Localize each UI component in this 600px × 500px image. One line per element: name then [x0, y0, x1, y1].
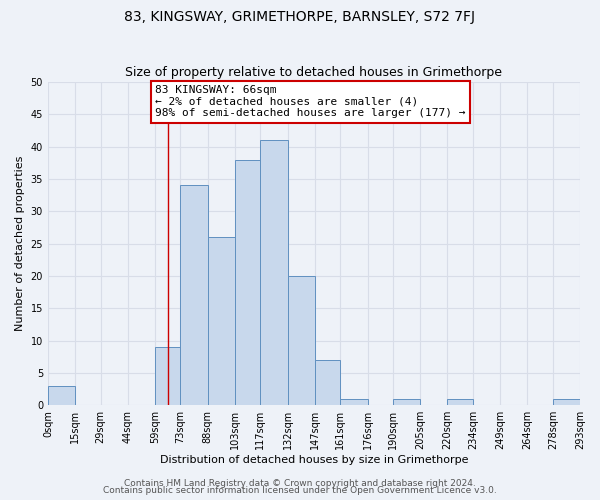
- Bar: [235, 160, 260, 405]
- Bar: [315, 360, 340, 405]
- Bar: [48, 386, 75, 405]
- Bar: [553, 398, 580, 405]
- Text: Contains public sector information licensed under the Open Government Licence v3: Contains public sector information licen…: [103, 486, 497, 495]
- Bar: [448, 398, 473, 405]
- Bar: [393, 398, 420, 405]
- Y-axis label: Number of detached properties: Number of detached properties: [15, 156, 25, 332]
- X-axis label: Distribution of detached houses by size in Grimethorpe: Distribution of detached houses by size …: [160, 455, 468, 465]
- Bar: [155, 347, 181, 405]
- Text: Contains HM Land Registry data © Crown copyright and database right 2024.: Contains HM Land Registry data © Crown c…: [124, 478, 476, 488]
- Bar: [287, 276, 315, 405]
- Title: Size of property relative to detached houses in Grimethorpe: Size of property relative to detached ho…: [125, 66, 502, 80]
- Bar: [208, 237, 235, 405]
- Bar: [340, 398, 368, 405]
- Bar: [181, 186, 208, 405]
- Text: 83 KINGSWAY: 66sqm
← 2% of detached houses are smaller (4)
98% of semi-detached : 83 KINGSWAY: 66sqm ← 2% of detached hous…: [155, 86, 466, 118]
- Bar: [260, 140, 287, 405]
- Text: 83, KINGSWAY, GRIMETHORPE, BARNSLEY, S72 7FJ: 83, KINGSWAY, GRIMETHORPE, BARNSLEY, S72…: [125, 10, 476, 24]
